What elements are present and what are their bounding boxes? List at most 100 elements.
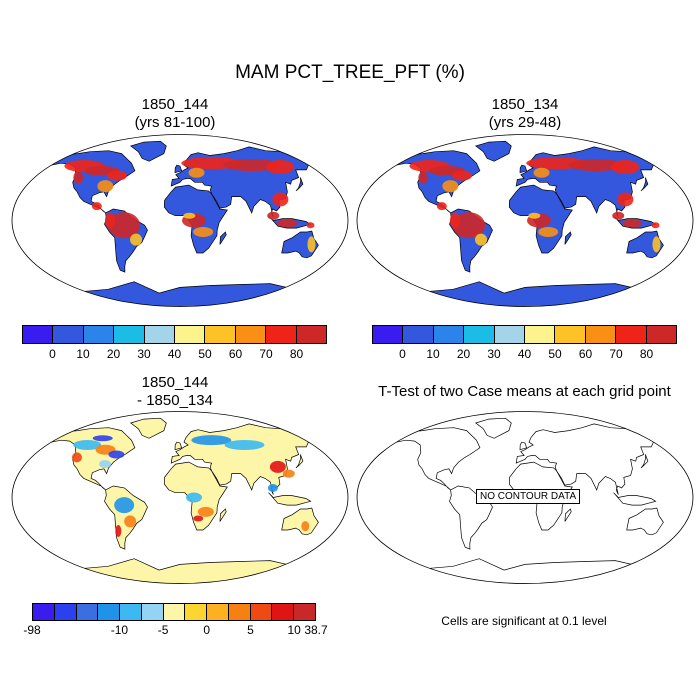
- landmass-greenland: [475, 140, 512, 162]
- landmass-japan: [295, 177, 304, 192]
- colorbar-tick-label: 5: [247, 623, 254, 637]
- colorbar-swatch: [433, 326, 465, 343]
- landmass-uk: [519, 441, 528, 451]
- data-patch: [612, 211, 625, 220]
- landmass-antarctica: [47, 558, 313, 584]
- panel-3-title-line2: - 1850_134: [137, 392, 213, 409]
- colorbar-swatch: [175, 326, 206, 343]
- colorbar-swatch: [228, 604, 251, 620]
- colorbar-swatch: [616, 326, 647, 343]
- data-patch: [91, 202, 102, 211]
- data-patch: [418, 171, 429, 184]
- colorbar-swatch: [163, 604, 186, 620]
- panel-2-title: 1850_134 (yrs 29-48): [425, 96, 625, 132]
- data-patch: [188, 167, 205, 178]
- colorbar-tick-label: 30: [137, 347, 151, 361]
- colorbar-swatch: [464, 326, 495, 343]
- panel-3-title-line1: 1850_144: [141, 374, 209, 391]
- colorbar-swatch: [83, 326, 115, 343]
- landmass-japan: [295, 454, 304, 469]
- landmass-greenland: [130, 140, 167, 162]
- landmass-antarctica: [47, 281, 313, 307]
- data-patch: [617, 192, 634, 207]
- map-border: [11, 411, 349, 584]
- data-patch: [282, 469, 295, 478]
- landmass-uk: [519, 164, 528, 174]
- colorbar-tick-label: 38.7: [304, 623, 328, 637]
- colorbar-swatch: [205, 326, 236, 343]
- landmass-indonesia: [268, 492, 312, 506]
- map-panel-2: [356, 134, 694, 307]
- figure-title: MAM PCT_TREE_PFT (%): [235, 62, 465, 83]
- panel-1-title-line2: (yrs 81-100): [134, 114, 216, 131]
- colorbar-swatch: [141, 604, 164, 620]
- data-patch: [193, 226, 214, 237]
- data-patch: [191, 435, 232, 446]
- data-patch: [651, 222, 660, 229]
- data-patch: [267, 211, 280, 220]
- data-patch: [622, 219, 643, 228]
- landmass-madagascar: [219, 231, 227, 245]
- colorbar-panel-1: [22, 325, 327, 344]
- data-patch: [124, 515, 137, 528]
- data-patch: [92, 435, 113, 442]
- panel-2-title-line1: 1850_134: [491, 96, 559, 113]
- data-patch: [107, 170, 128, 181]
- data-patch: [223, 159, 280, 172]
- data-patch: [450, 212, 460, 229]
- colorbar-tick-label: 70: [609, 347, 623, 361]
- colorbar-swatch: [494, 326, 526, 343]
- data-patch: [115, 524, 122, 537]
- data-patch: [114, 497, 135, 514]
- colorbar-tick-label: 80: [289, 347, 304, 361]
- data-patch: [108, 212, 141, 239]
- data-patch: [71, 452, 82, 463]
- data-patch: [105, 212, 115, 229]
- landmass-eurasia: [515, 423, 664, 495]
- data-patch: [267, 483, 278, 492]
- colorbar-tick-label: 0: [203, 623, 211, 637]
- colorbar-swatch: [53, 326, 84, 343]
- colorbar-swatch: [185, 604, 208, 620]
- data-patch: [99, 460, 112, 469]
- landmass-australia: [626, 230, 664, 259]
- data-patch: [475, 233, 488, 246]
- colorbar-tick-label: 40: [167, 347, 182, 361]
- data-patch: [97, 180, 114, 193]
- landmass-antarctica: [392, 558, 658, 584]
- colorbar-swatch: [373, 326, 404, 343]
- colorbar-tick-label: 60: [578, 347, 593, 361]
- colorbar-swatch: [98, 604, 121, 620]
- no-contour-data-label: NO CONTOUR DATA: [476, 489, 581, 504]
- significance-note: Cells are significant at 0.1 level: [441, 614, 607, 628]
- data-patch: [197, 506, 214, 517]
- colorbar-swatch: [525, 326, 556, 343]
- colorbar-swatch: [23, 326, 54, 343]
- data-patch: [528, 212, 541, 219]
- colorbar-swatch: [76, 604, 99, 620]
- data-patch: [568, 159, 625, 172]
- data-patch: [611, 159, 640, 174]
- data-patch: [533, 167, 550, 178]
- colorbar-tick-label: 30: [487, 347, 501, 361]
- landmass-indonesia: [613, 492, 657, 506]
- colorbar-swatch: [54, 604, 77, 620]
- colorbar-tick-label: -10: [110, 623, 129, 637]
- colorbar-swatch: [555, 326, 586, 343]
- data-patch: [307, 236, 316, 253]
- landmass-greenland: [130, 417, 167, 439]
- data-patch: [266, 159, 295, 174]
- data-patch: [224, 439, 265, 450]
- colorbar-swatch: [33, 604, 55, 620]
- data-patch: [452, 170, 473, 181]
- data-patch: [73, 439, 102, 450]
- colorbar-tick-label: 50: [198, 347, 212, 361]
- colorbar-swatch: [296, 326, 327, 343]
- colorbar-swatch: [646, 326, 677, 343]
- map-border: [356, 134, 694, 307]
- colorbar-tick-label: 80: [639, 347, 654, 361]
- landmass-australia: [281, 230, 319, 259]
- landmass-japan: [640, 177, 649, 192]
- landmass-antarctica: [392, 281, 658, 307]
- data-patch: [272, 192, 289, 207]
